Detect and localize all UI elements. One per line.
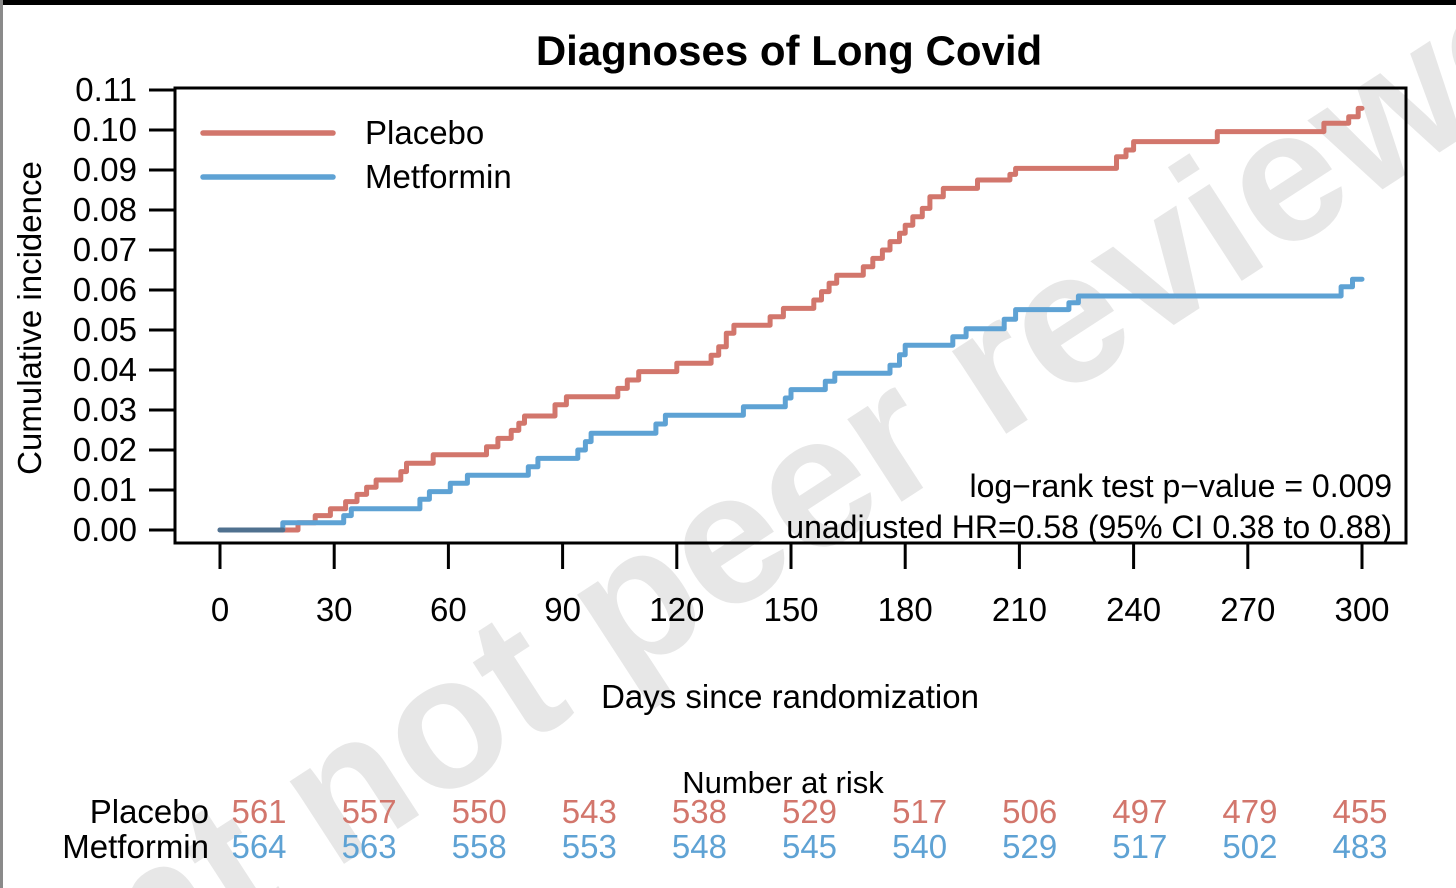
risk-row-label-placebo: Placebo [89, 793, 209, 830]
x-axis-tick-label: 270 [1220, 591, 1275, 628]
x-axis-tick-label: 150 [763, 591, 818, 628]
y-axis-tick-label: 0.07 [73, 231, 137, 268]
risk-count-metformin-day240: 517 [1112, 828, 1167, 865]
legend-label-metformin: Metformin [365, 158, 512, 195]
x-axis-tick-label: 30 [316, 591, 353, 628]
page-left-border [0, 0, 3, 888]
y-axis-label: Cumulative incidence [11, 161, 48, 475]
risk-count-placebo-day270: 479 [1222, 793, 1277, 830]
risk-count-placebo-day210: 506 [1002, 793, 1057, 830]
y-axis-tick-label: 0.00 [73, 511, 137, 548]
x-axis-tick-label: 300 [1334, 591, 1389, 628]
x-axis-label: Days since randomization [601, 678, 979, 715]
y-axis-tick-label: 0.11 [75, 71, 137, 108]
chart-title: Diagnoses of Long Covid [535, 27, 1043, 74]
risk-count-placebo-day240: 497 [1112, 793, 1167, 830]
risk-count-metformin-day210: 529 [1002, 828, 1057, 865]
x-axis-tick-label: 180 [878, 591, 933, 628]
risk-count-metformin-day150: 545 [782, 828, 837, 865]
x-axis-tick-label: 240 [1106, 591, 1161, 628]
risk-count-placebo-day30: 557 [342, 793, 397, 830]
x-axis-tick-label: 90 [544, 591, 581, 628]
x-axis-tick-label: 210 [992, 591, 1047, 628]
curve-metformin [217, 276, 1365, 533]
y-axis-tick-label: 0.08 [73, 191, 137, 228]
y-axis-tick-label: 0.10 [73, 111, 137, 148]
risk-count-metformin-day300: 483 [1332, 828, 1387, 865]
y-axis-tick-label: 0.04 [73, 351, 137, 388]
risk-count-placebo-day120: 538 [672, 793, 727, 830]
risk-count-placebo-day0: 561 [231, 793, 286, 830]
risk-count-metformin-day60: 558 [452, 828, 507, 865]
risk-count-metformin-day90: 553 [562, 828, 617, 865]
page-top-border [0, 0, 1456, 5]
y-axis-tick-label: 0.03 [73, 391, 137, 428]
legend-label-placebo: Placebo [365, 114, 485, 151]
risk-count-placebo-day180: 517 [892, 793, 947, 830]
risk-count-placebo-day90: 543 [562, 793, 617, 830]
stats-annotation: log−rank test p−value = 0.009 unadjusted… [786, 466, 1392, 548]
risk-count-metformin-day180: 540 [892, 828, 947, 865]
y-axis-tick-label: 0.09 [73, 151, 137, 188]
risk-row-label-metformin: Metformin [62, 828, 209, 865]
y-axis-tick-label: 0.02 [73, 431, 137, 468]
y-axis-tick-label: 0.06 [73, 271, 137, 308]
risk-count-placebo-day150: 529 [782, 793, 837, 830]
annotation-logrank: log−rank test p−value = 0.009 [969, 468, 1392, 504]
curve-placebo [217, 105, 1365, 533]
y-axis-tick-label: 0.05 [73, 311, 137, 348]
x-axis-tick-label: 60 [430, 591, 467, 628]
risk-count-metformin-day270: 502 [1222, 828, 1277, 865]
risk-count-placebo-day300: 455 [1332, 793, 1387, 830]
x-axis-tick-label: 0 [211, 591, 229, 628]
risk-count-placebo-day60: 550 [452, 793, 507, 830]
annotation-hazard-ratio: unadjusted HR=0.58 (95% CI 0.38 to 0.88) [786, 509, 1392, 545]
x-axis-tick-label: 120 [649, 591, 704, 628]
risk-count-metformin-day120: 548 [672, 828, 727, 865]
risk-table-title: Number at risk [682, 765, 884, 800]
risk-count-metformin-day0: 564 [231, 828, 286, 865]
y-axis-tick-label: 0.01 [73, 471, 137, 508]
risk-count-metformin-day30: 563 [342, 828, 397, 865]
